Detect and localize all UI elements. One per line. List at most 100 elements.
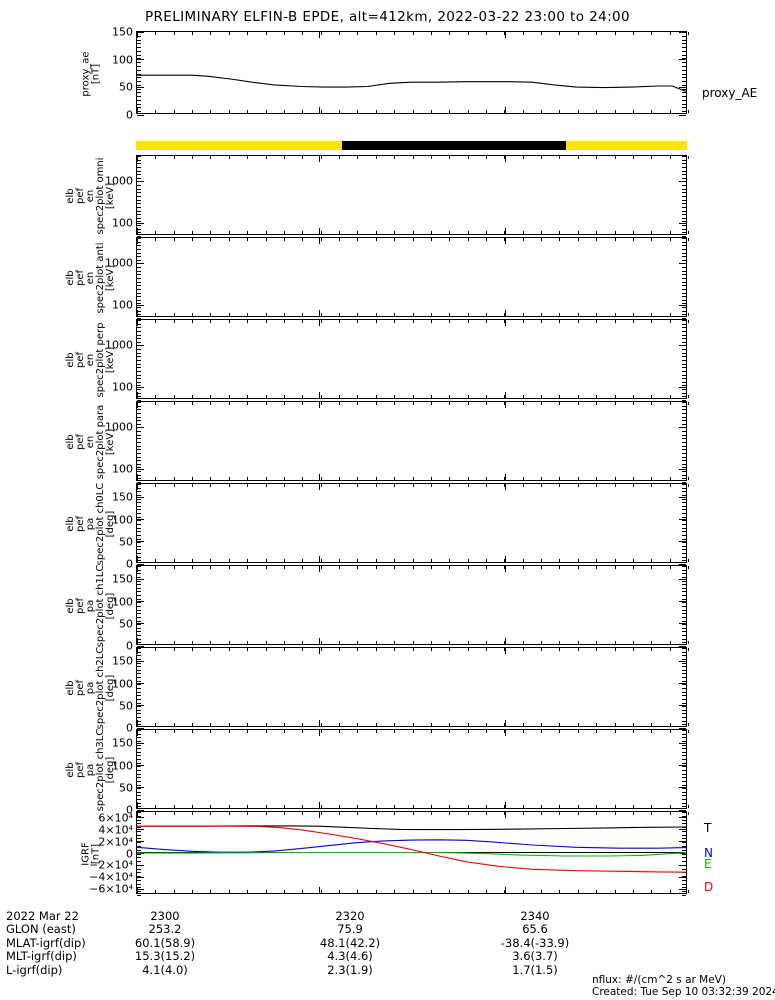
y-minor-tick [682,192,686,194]
x-minor-tick [155,641,157,644]
x-minor-tick [632,723,634,726]
x-minor-tick [155,723,157,726]
y-minor-tick [682,412,686,414]
y-major-tick [137,787,144,789]
y-minor-tick [682,549,686,551]
y-minor-tick [137,812,141,813]
y-minor-tick [137,352,141,354]
x-minor-tick [688,566,689,569]
x-minor-tick [247,313,249,316]
y-minor-tick [137,509,141,511]
x-minor-tick [651,156,653,159]
x-minor-tick [449,32,451,35]
y-minor-tick [137,327,141,329]
status-bar [136,141,687,150]
x-minor-tick [283,395,285,398]
y-minor-tick [682,318,686,319]
footer-created: Created: Tue Sep 10 03:32:39 2024 [592,986,775,998]
x-minor-tick [522,395,524,398]
x-minor-tick [614,641,616,644]
x-minor-tick [357,477,359,480]
x-major-tick [504,402,506,408]
y-minor-tick [682,560,686,562]
x-minor-tick [173,156,175,159]
x-minor-tick [339,402,341,405]
y-minor-tick [137,549,141,551]
y-minor-tick [137,759,141,761]
y-minor-tick [137,868,141,870]
x-major-tick [318,320,320,326]
y-minor-tick [137,77,141,79]
y-minor-tick [682,107,686,109]
y-minor-tick [137,402,141,403]
y-minor-tick [682,39,686,41]
x-minor-tick [669,320,671,323]
y-minor-tick [137,542,141,544]
x-minor-tick [651,32,653,35]
y-minor-tick [682,642,686,644]
panel-en-omni-ytick: 100 [112,216,133,230]
y-minor-tick [682,802,686,804]
x-minor-tick [541,231,543,234]
x-minor-tick [522,559,524,562]
x-minor-tick [632,730,634,733]
y-major-tick [679,304,686,306]
x-minor-tick [173,890,175,893]
x-minor-tick [614,313,616,316]
x-major-tick [318,720,320,726]
y-minor-tick [682,795,686,797]
x-minor-tick [541,313,543,316]
x-major-tick [137,310,138,316]
x-minor-tick [375,231,377,234]
y-major-tick [679,683,686,685]
y-minor-tick [137,460,141,462]
x-minor-tick [265,313,267,316]
x-major-tick [318,802,320,808]
y-minor-tick [137,217,141,219]
x-minor-tick [394,313,396,316]
x-minor-tick [669,812,671,815]
y-minor-tick [682,431,686,433]
x-minor-tick [541,477,543,480]
x-minor-tick [467,32,469,35]
y-minor-tick [682,400,686,401]
panel-igrf: IGRF [nT] 6×10⁴ 4×10⁴ 2×10⁴ 0 −2×10⁴ −4×10⁴ −6×… [80,811,689,896]
x-minor-tick [302,559,304,562]
y-minor-tick [137,349,141,351]
x-minor-tick [155,238,157,241]
x-minor-tick [430,477,432,480]
x-minor-tick [265,402,267,405]
y-minor-tick [137,684,141,686]
x-minor-tick [173,320,175,323]
x-minor-tick [467,648,469,651]
x-minor-tick [449,320,451,323]
x-minor-tick [283,402,285,405]
x-minor-tick [192,890,194,893]
y-minor-tick [682,502,686,504]
x-minor-tick [375,648,377,651]
y-major-tick [679,496,686,498]
x-minor-tick [467,156,469,159]
x-minor-tick [669,648,671,651]
x-minor-tick [320,32,322,35]
y-minor-tick [682,887,686,889]
x-minor-tick [430,313,432,316]
x-minor-tick [541,805,543,808]
x-minor-tick [375,890,377,893]
y-minor-tick [682,210,686,212]
y-minor-tick [682,303,686,305]
y-minor-tick [682,853,686,855]
y-minor-tick [682,416,686,418]
x-minor-tick [302,641,304,644]
x-minor-tick [669,484,671,487]
x-minor-tick [357,313,359,316]
x-minor-tick [247,32,249,35]
y-minor-tick [137,188,141,190]
y-minor-tick [137,232,141,234]
x-major-tick [504,392,506,398]
x-minor-tick [192,395,194,398]
y-minor-tick [682,463,686,465]
y-minor-tick [682,323,686,325]
y-minor-tick [137,442,141,443]
y-minor-tick [137,303,141,305]
